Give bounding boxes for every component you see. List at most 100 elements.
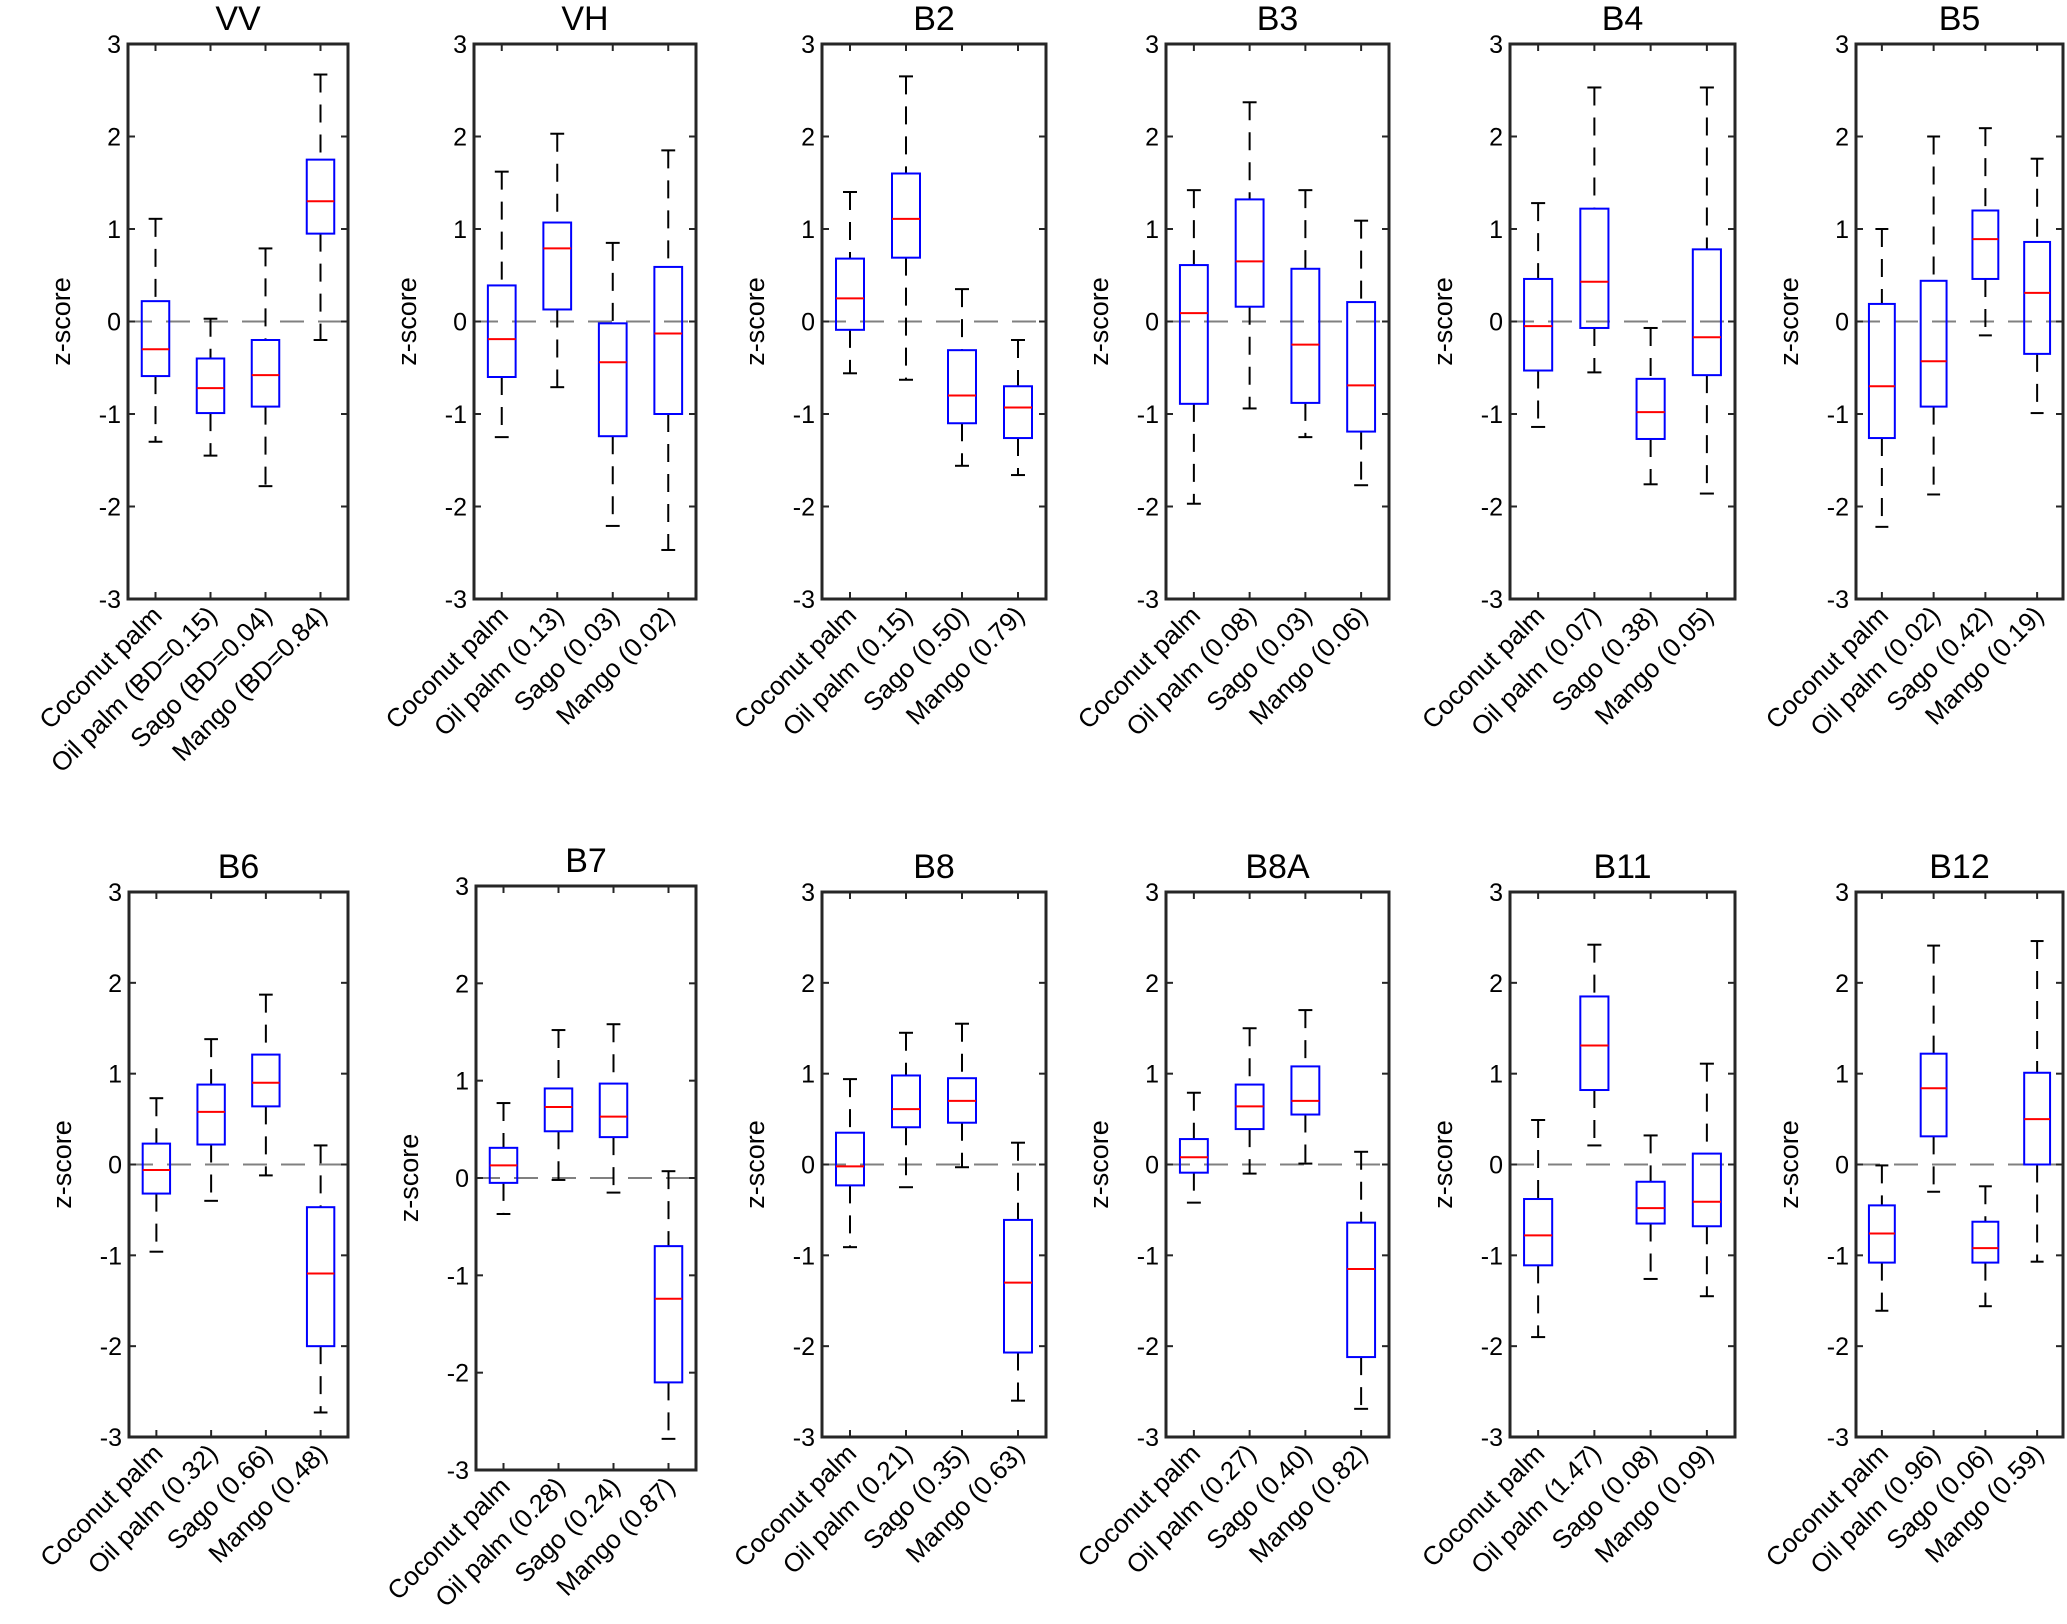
box-3: Sago (0.24): [508, 886, 629, 1588]
y-tick-label: 0: [1835, 309, 1849, 337]
panel-title: B4: [1602, 0, 1644, 38]
iqr-box: [947, 349, 977, 425]
iqr-box: [1003, 1218, 1033, 1354]
y-axis-label: z-score: [394, 1134, 424, 1223]
iqr-box: [1178, 1138, 1209, 1174]
y-tick-label: 0: [1489, 309, 1503, 337]
plot-frame: [820, 42, 1048, 601]
y-axis-label: z-score: [1774, 1120, 1804, 1209]
y-tick-label: -3: [1137, 1424, 1159, 1452]
y-tick-label: 3: [1835, 31, 1849, 59]
iqr-box: [597, 322, 628, 438]
y-axis-label: z-score: [740, 277, 770, 366]
y-tick-label: 3: [801, 31, 815, 59]
y-tick-label: -3: [793, 586, 815, 614]
box-3: Sago (0.40): [1200, 892, 1321, 1555]
iqr-box: [543, 1087, 574, 1133]
iqr-box: [250, 339, 281, 408]
box-1: Coconut palm: [34, 892, 172, 1573]
y-axis-label: z-score: [46, 277, 76, 366]
y-tick-label: 2: [801, 970, 815, 998]
iqr-box: [305, 1206, 336, 1348]
iqr-box: [1579, 207, 1610, 329]
y-tick-label: 1: [1489, 216, 1503, 244]
y-tick-label: -1: [447, 1262, 469, 1290]
iqr-box: [196, 1083, 226, 1146]
y-tick-label: -3: [100, 1424, 122, 1452]
y-axis-label: z-score: [1428, 277, 1458, 366]
panel-title: B3: [1257, 0, 1299, 38]
panel-title: B5: [1939, 0, 1981, 38]
iqr-box: [1523, 277, 1554, 372]
y-tick-label: 2: [1489, 970, 1503, 998]
box-1: Coconut palm: [728, 44, 865, 735]
plot-frame: [1164, 890, 1391, 1439]
y-tick-label: 0: [107, 309, 121, 337]
y-tick-label: 1: [1489, 1061, 1503, 1089]
y-tick-label: -1: [793, 1242, 815, 1270]
iqr-box: [195, 357, 226, 415]
y-tick-label: -1: [793, 401, 815, 429]
y-tick-label: -1: [1137, 401, 1159, 429]
panel-title: B12: [1929, 848, 1990, 886]
iqr-box: [1290, 267, 1321, 404]
y-tick-label: 0: [453, 309, 467, 337]
y-tick-label: 0: [108, 1152, 122, 1180]
y-tick-label: 2: [453, 124, 467, 152]
iqr-box: [1234, 198, 1265, 308]
y-tick-label: 1: [1835, 216, 1849, 244]
y-tick-label: 2: [801, 124, 815, 152]
y-tick-label: -3: [1827, 1424, 1849, 1452]
y-tick-label: 1: [107, 216, 121, 244]
iqr-box: [542, 221, 573, 311]
box-3: Sago (BD=0.04): [124, 44, 281, 754]
box-3: Sago (0.08): [1546, 892, 1666, 1555]
y-tick-label: 0: [455, 1165, 469, 1193]
iqr-box: [835, 257, 865, 331]
y-tick-label: 2: [1145, 124, 1159, 152]
iqr-box: [1867, 302, 1896, 440]
box-2: Oil palm (0.27): [1120, 892, 1265, 1580]
y-tick-label: -1: [1481, 401, 1503, 429]
box-1: Coconut palm: [728, 892, 865, 1573]
y-tick-label: 1: [1835, 1061, 1849, 1089]
box-3: Sago (0.35): [857, 892, 977, 1555]
box-3: Sago (0.03): [508, 44, 628, 717]
y-tick-label: -2: [99, 494, 121, 522]
y-tick-label: 2: [1489, 124, 1503, 152]
box-2: Oil palm (0.15): [776, 44, 921, 742]
y-tick-label: 2: [107, 124, 121, 152]
y-tick-label: -3: [1481, 1424, 1503, 1452]
y-tick-label: 0: [1489, 1152, 1503, 1180]
y-tick-label: -1: [1827, 1242, 1849, 1270]
iqr-box: [653, 265, 684, 415]
y-axis-label: z-score: [1084, 277, 1114, 366]
y-tick-label: 2: [108, 970, 122, 998]
box-1: Coconut palm: [1071, 44, 1209, 735]
iqr-box: [1579, 995, 1610, 1092]
plot-frame: [126, 42, 350, 601]
panel-title: VH: [561, 0, 608, 38]
y-tick-label: -2: [1481, 1333, 1503, 1361]
y-tick-label: 3: [108, 879, 122, 907]
iqr-box: [1971, 1220, 2000, 1264]
iqr-box: [2023, 240, 2052, 355]
panel-title: B6: [218, 848, 260, 886]
iqr-box: [1635, 377, 1666, 440]
plot-frame: [127, 890, 350, 1439]
panel-title: B8A: [1245, 848, 1310, 886]
iqr-box: [1523, 1198, 1554, 1267]
box-1: Coconut palm: [1416, 44, 1554, 735]
y-tick-label: -3: [1827, 586, 1849, 614]
y-tick-label: -2: [1827, 494, 1849, 522]
panel-title: B2: [913, 0, 955, 38]
iqr-box: [141, 1142, 172, 1195]
iqr-box: [891, 1074, 921, 1129]
y-tick-label: 3: [1145, 31, 1159, 59]
